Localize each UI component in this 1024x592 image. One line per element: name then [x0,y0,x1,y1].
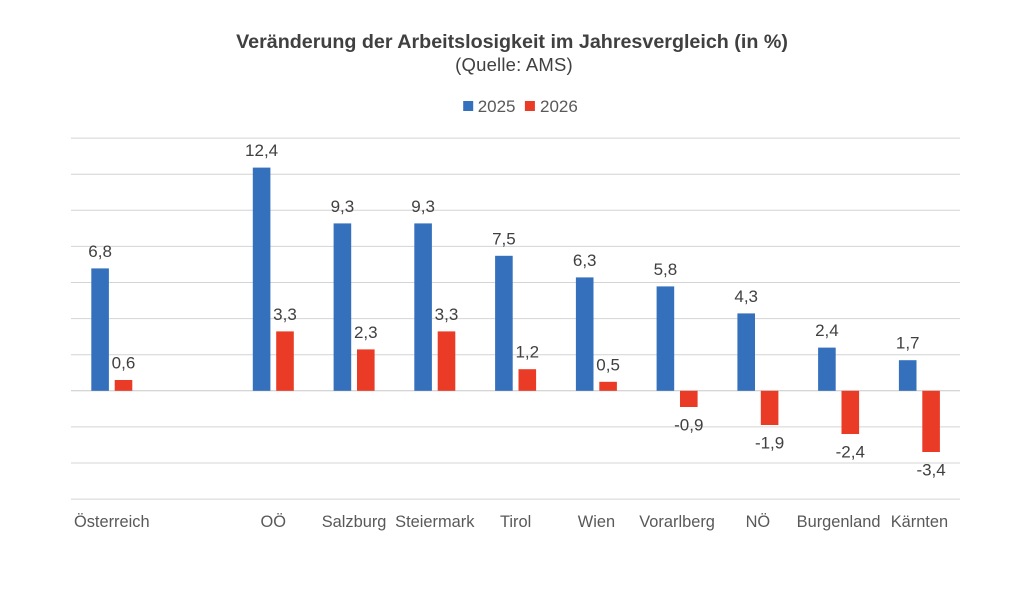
svg-text:-3,4: -3,4 [916,461,945,480]
svg-text:NÖ: NÖ [746,513,771,531]
svg-text:Tirol: Tirol [500,513,531,531]
svg-text:2025: 2025 [478,97,516,116]
svg-text:1,2: 1,2 [515,343,539,362]
svg-text:12,4: 12,4 [245,141,278,160]
svg-text:-0,9: -0,9 [674,416,703,435]
svg-text:Salzburg: Salzburg [322,513,387,531]
svg-text:OÖ: OÖ [261,513,287,531]
svg-text:0,5: 0,5 [596,355,620,374]
svg-text:9,3: 9,3 [331,197,355,216]
svg-text:Veränderung der Arbeitslosigke: Veränderung der Arbeitslosigkeit im Jahr… [236,31,788,53]
svg-text:Wien: Wien [578,513,615,531]
svg-text:2026: 2026 [540,97,578,116]
svg-text:6,3: 6,3 [573,251,597,270]
svg-text:5,8: 5,8 [654,260,678,279]
svg-text:Österreich: Österreich [74,513,150,531]
svg-text:3,3: 3,3 [435,305,459,324]
svg-text:7,5: 7,5 [492,229,516,248]
svg-text:-1,9: -1,9 [755,434,784,453]
svg-text:Steiermark: Steiermark [395,513,475,531]
svg-text:Burgenland: Burgenland [797,513,881,531]
svg-text:-2,4: -2,4 [836,443,865,462]
svg-text:0,6: 0,6 [112,354,136,373]
svg-text:9,3: 9,3 [411,197,435,216]
svg-text:(Quelle: AMS): (Quelle: AMS) [455,54,573,75]
svg-text:4,3: 4,3 [734,287,758,306]
svg-text:1,7: 1,7 [896,334,920,353]
svg-text:2,4: 2,4 [815,321,839,340]
svg-text:3,3: 3,3 [273,305,297,324]
svg-text:2,3: 2,3 [354,323,378,342]
svg-text:Vorarlberg: Vorarlberg [639,513,715,531]
svg-text:Kärnten: Kärnten [891,513,948,531]
svg-text:6,8: 6,8 [88,242,112,261]
